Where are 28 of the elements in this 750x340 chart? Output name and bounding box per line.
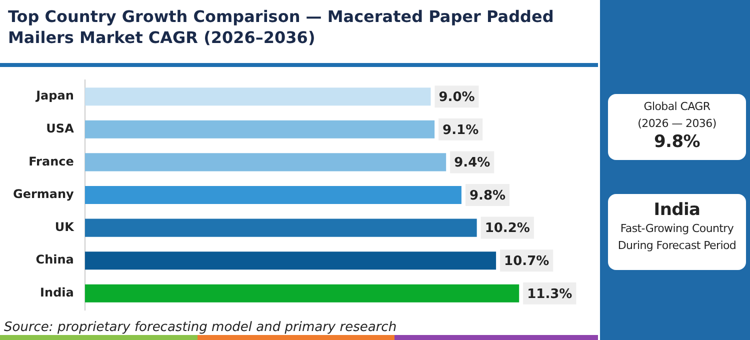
y-tick-label: China (36, 252, 74, 267)
y-tick-label: Germany (13, 187, 74, 202)
bar (84, 284, 520, 302)
text: 9.8% (653, 132, 701, 152)
text: (2026 — 2036) (636, 116, 718, 132)
bar (84, 218, 477, 237)
data-label: 9.4% (454, 156, 490, 171)
chart-title: Top Country Growth Comparison — Macerated Paper Padded Mailers Market CAGR (2026–2036) (8, 6, 555, 48)
y-tick-label: France (28, 154, 74, 168)
data-label: 10.2% (484, 221, 530, 236)
source-note: Source: proprietary forecasting model and primary research (4, 320, 397, 335)
text: Global CAGR (642, 99, 712, 115)
bar (84, 153, 446, 172)
data-label: 9.1% (442, 122, 479, 138)
y-tick-label: UK (54, 220, 75, 234)
bar (84, 120, 435, 138)
bar (84, 252, 496, 270)
bar (84, 88, 431, 106)
data-label: 9.8% (469, 188, 506, 204)
text: Fast-Growing Country During Forecast Period (616, 221, 738, 254)
text: India (652, 200, 702, 220)
y-tick-label: Japan (35, 88, 74, 103)
data-label: 10.7% (504, 254, 550, 269)
data-label: 9.0% (438, 90, 475, 105)
y-tick-label: USA (46, 122, 75, 136)
y-tick-label: India (40, 286, 74, 300)
bar (84, 186, 462, 204)
data-label: 11.3% (527, 286, 572, 302)
